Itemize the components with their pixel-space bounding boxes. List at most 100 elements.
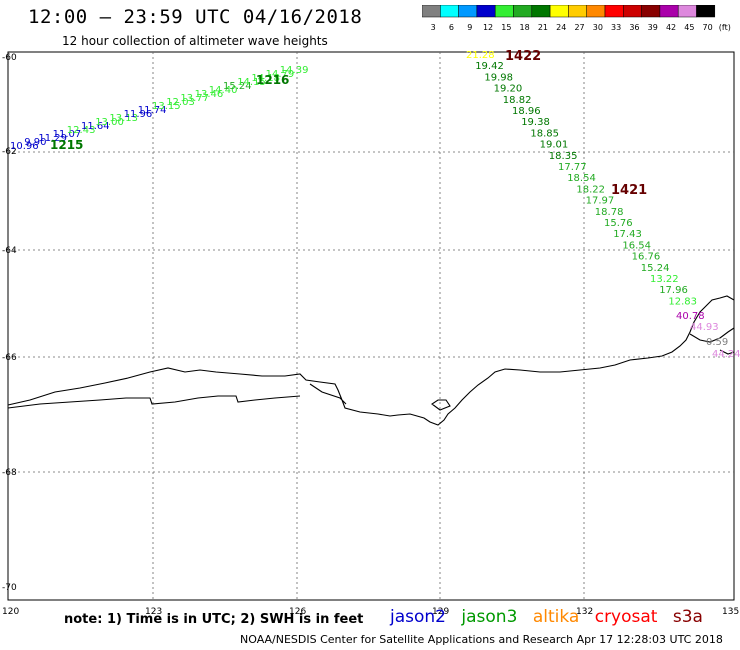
wave-height-value: 9.90 <box>24 137 46 148</box>
wave-height-value: 19.38 <box>521 117 550 128</box>
sat-cryosat: cryosat <box>594 607 658 627</box>
wave-height-value: 19.98 <box>484 72 513 83</box>
lon-label: 126 <box>289 607 306 617</box>
wave-height-value: 13.00 <box>95 117 124 128</box>
wave-height-value: 14.40 <box>209 85 238 96</box>
wave-height-value: 21.28 <box>466 50 495 61</box>
wave-height-value: 18.22 <box>576 184 605 195</box>
wave-height-value: 19.20 <box>494 84 523 95</box>
wave-height-value: 11.64 <box>81 121 110 132</box>
wave-height-value: 13.15 <box>152 101 181 112</box>
lon-label: 123 <box>145 607 162 617</box>
wave-height-value: 40.78 <box>676 311 705 322</box>
sat-jason2: jason2 <box>390 607 446 627</box>
wave-height-value: 14.39 <box>280 65 309 76</box>
satellite-legend: jason2 jason3 altika cryosat s3a <box>390 607 713 627</box>
wave-height-value: 18.96 <box>512 106 541 117</box>
pass-time-1216: 1216 <box>256 73 289 87</box>
sat-altika: altika <box>532 607 580 627</box>
scale-label: 42 <box>666 23 676 32</box>
lon-label: 132 <box>576 607 593 617</box>
wave-height-value: 19.42 <box>475 61 504 72</box>
sat-jason3: jason3 <box>461 607 518 627</box>
wave-height-value: 13.13 <box>109 113 138 124</box>
wave-height-value: 44.93 <box>690 322 719 333</box>
wave-height-value: 18.78 <box>595 207 624 218</box>
lat-label: -64 <box>2 246 17 256</box>
lon-label: 129 <box>432 607 449 617</box>
wave-height-value: 44.24 <box>712 349 740 360</box>
scale-swatch <box>696 5 716 18</box>
wave-height-value: 16.76 <box>632 252 661 263</box>
sat-s3a: s3a <box>672 607 703 627</box>
wave-height-value: 0.59 <box>706 337 728 348</box>
scale-label: 9 <box>467 23 472 32</box>
pass-time-1422: 1422 <box>505 49 541 64</box>
wave-height-value: 18.54 <box>567 173 596 184</box>
wave-height-value: 17.43 <box>613 229 642 240</box>
wave-height-value: 12.43 <box>67 125 96 136</box>
map-frame <box>7 51 735 601</box>
wave-height-value: 13.77 <box>180 93 209 104</box>
lat-label: -66 <box>2 353 17 363</box>
latitude-gridlines <box>8 151 734 473</box>
wave-height-value: 10.96 <box>10 141 39 152</box>
scale-label: 36 <box>629 23 639 32</box>
footer-note: note: 1) Time is in UTC; 2) SWH is in fe… <box>64 612 364 627</box>
lon-label: 135 <box>722 607 739 617</box>
antarctic-coastline <box>7 295 735 426</box>
color-scale-legend: 3 6 9 12 15 18 21 24 27 30 33 36 39 42 45 70 (ft) <box>422 5 731 32</box>
scale-label: 15 <box>501 23 511 32</box>
scale-label: 33 <box>611 23 621 32</box>
wave-height-value: 11.29 <box>38 133 67 144</box>
scale-label: 30 <box>593 23 603 32</box>
scale-label: 39 <box>648 23 658 32</box>
longitude-labels: 120 123 126 129 132 135 <box>2 607 739 617</box>
lat-label: -62 <box>2 147 17 157</box>
wave-height-value: 17.97 <box>586 196 615 207</box>
wave-height-value: 15.24 <box>641 263 670 274</box>
wave-height-value: 11.96 <box>124 109 153 120</box>
wave-height-value: 11.07 <box>53 129 82 140</box>
lat-label: -70 <box>2 583 17 593</box>
track-layer: 10.969.9011.2911.0712.4311.6413.0013.131… <box>10 50 740 360</box>
scale-label: 70 <box>703 23 713 32</box>
scale-label: 12 <box>483 23 493 32</box>
lat-label: -68 <box>2 468 17 478</box>
scale-label: 45 <box>684 23 694 32</box>
scale-label: 3 <box>431 23 436 32</box>
lon-label: 120 <box>2 607 19 617</box>
wave-height-value: 19.01 <box>540 140 569 151</box>
wave-height-value: 18.82 <box>503 95 532 106</box>
wave-height-value: 14.15 <box>237 77 266 88</box>
wave-height-value: 13.46 <box>195 89 224 100</box>
wave-height-value: 14.79 <box>266 69 295 80</box>
scale-label: 24 <box>556 23 566 32</box>
scale-unit: (ft) <box>719 23 731 32</box>
longitude-gridlines <box>152 52 585 600</box>
wave-height-value: 15.24 <box>223 81 252 92</box>
wave-height-value: 18.85 <box>530 128 559 139</box>
lat-label: -60 <box>2 53 17 63</box>
wave-height-value: 12.83 <box>668 296 697 307</box>
wave-height-value: 16.54 <box>622 240 651 251</box>
wave-height-value: 13.22 <box>650 274 679 285</box>
wave-height-value: 14.18 <box>251 73 280 84</box>
map-subtitle: 12 hour collection of altimeter wave hei… <box>62 34 328 48</box>
scale-label: 6 <box>449 23 454 32</box>
pass-time-1421: 1421 <box>611 183 647 198</box>
scale-label: 18 <box>520 23 530 32</box>
latitude-labels: -60 -62 -64 -66 -68 -70 <box>2 53 17 593</box>
wave-height-value: 12.03 <box>166 97 195 108</box>
wave-height-value: 15.76 <box>604 218 633 229</box>
scale-label: 27 <box>574 23 584 32</box>
wave-height-value: 11.74 <box>138 105 167 116</box>
wave-height-value: 18.35 <box>549 151 578 162</box>
pass-time-1215: 1215 <box>50 138 83 152</box>
wave-height-value: 17.77 <box>558 162 587 173</box>
map-title: 12:00 – 23:59 UTC 04/16/2018 <box>28 6 363 28</box>
credit-line: NOAA/NESDIS Center for Satellite Applica… <box>240 633 723 646</box>
scale-label: 21 <box>538 23 548 32</box>
wave-height-value: 17.96 <box>659 285 688 296</box>
